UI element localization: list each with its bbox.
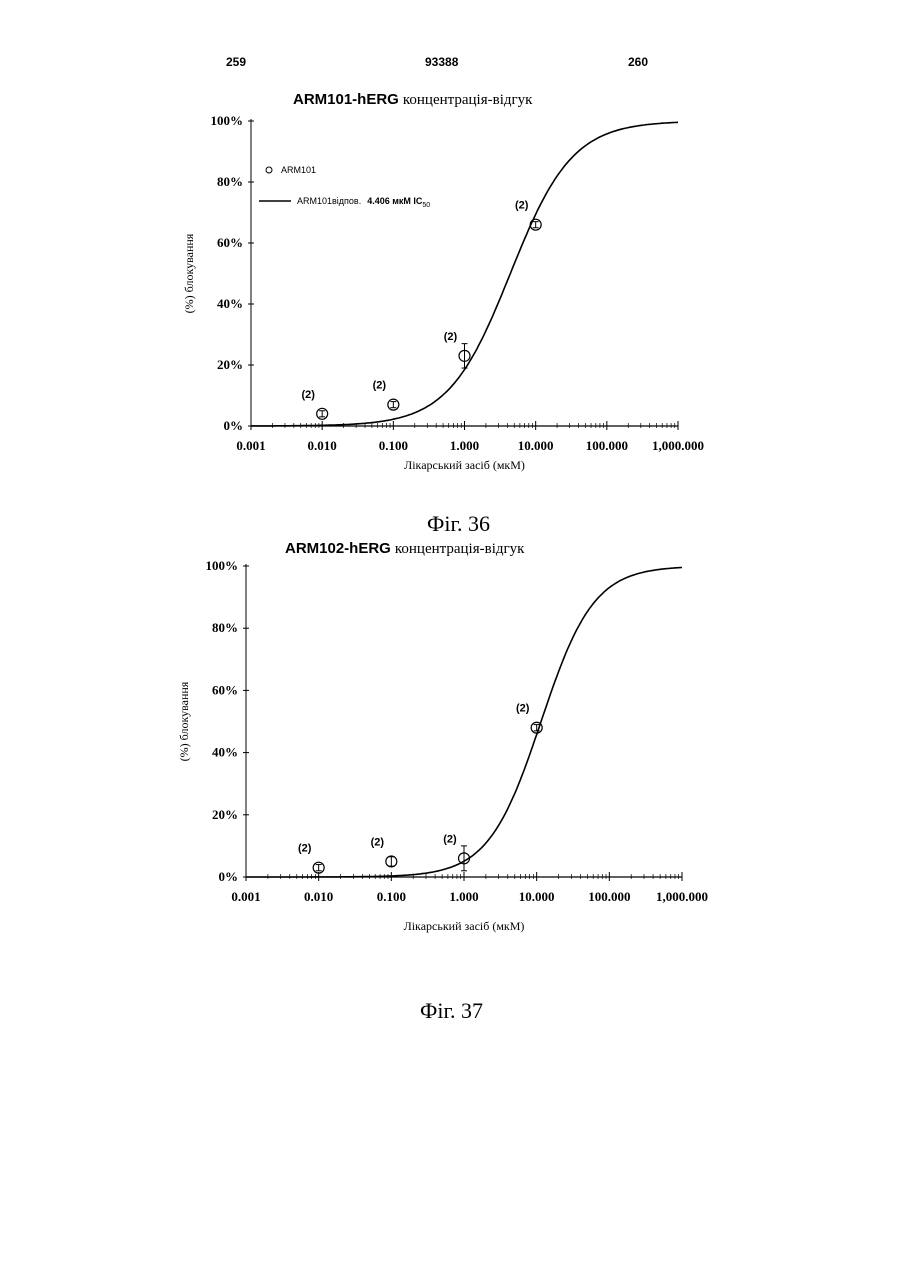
x-tick-label: 100.000 [588, 889, 630, 904]
chart-title-rest: концентрація-відгук [395, 541, 525, 557]
x-tick-label: 1.000 [449, 889, 478, 904]
x-tick-label: 0.010 [304, 889, 333, 904]
chart-title-bold: ARM102-hERG [285, 540, 391, 557]
replicate-count-label: (2) [443, 833, 457, 845]
y-tick-label: 80% [212, 620, 238, 635]
x-tick-label: 0.001 [231, 889, 260, 904]
x-tick-label: 1,000.000 [656, 889, 708, 904]
fit-curve [246, 568, 682, 878]
y-axis-label: (%) блокування [177, 681, 191, 761]
y-tick-label: 40% [212, 745, 238, 760]
x-axis-label: Лікарський засіб (мкМ) [404, 919, 525, 933]
chart-title: ARM102-hERGконцентрація-відгук [285, 540, 525, 557]
chart-fig37: ARM102-hERGконцентрація-відгук 0% 20% 40% 60… [0, 0, 901, 1000]
figure-caption-37: Фіг. 37 [420, 998, 483, 1024]
replicate-count-label: (2) [371, 836, 385, 848]
y-tick-label: 20% [212, 807, 238, 822]
y-tick-label: 0% [219, 869, 239, 884]
y-tick-label: 100% [206, 558, 239, 573]
y-tick-label: 60% [212, 682, 238, 697]
x-tick-label: 10.000 [519, 889, 555, 904]
replicate-count-label: (2) [298, 843, 312, 855]
x-tick-label: 0.100 [377, 889, 406, 904]
replicate-count-label: (2) [516, 703, 530, 715]
